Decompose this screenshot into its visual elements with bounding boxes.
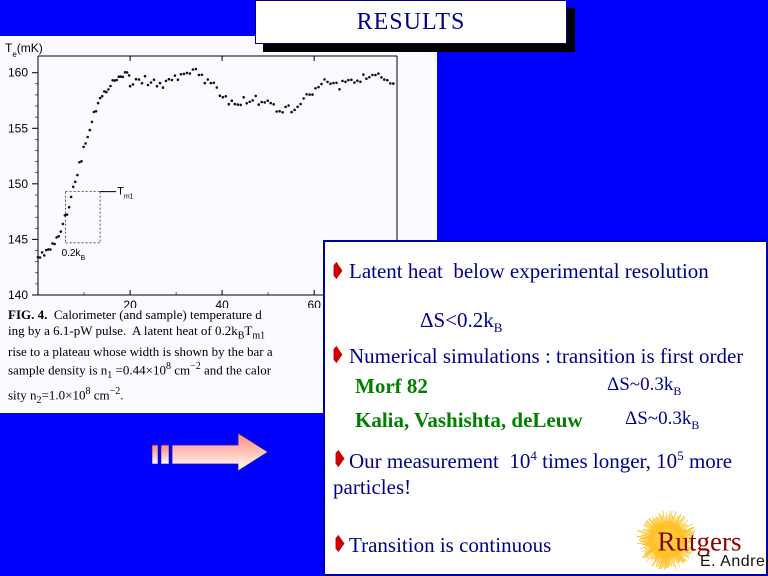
svg-text:40: 40 xyxy=(215,298,229,308)
svg-text:140: 140 xyxy=(8,288,28,302)
svg-text:150: 150 xyxy=(8,177,28,191)
svg-text:155: 155 xyxy=(8,121,28,135)
svg-text:60: 60 xyxy=(308,298,322,308)
svg-text:Te(mK): Te(mK) xyxy=(5,41,43,59)
svg-text:20: 20 xyxy=(123,298,137,308)
svg-text:0.2kB: 0.2kB xyxy=(62,248,86,261)
svg-text:Rutgers: Rutgers xyxy=(658,527,742,557)
svg-text:160: 160 xyxy=(8,66,28,80)
svg-text:145: 145 xyxy=(8,232,28,246)
svg-text:Tm1: Tm1 xyxy=(117,186,134,201)
